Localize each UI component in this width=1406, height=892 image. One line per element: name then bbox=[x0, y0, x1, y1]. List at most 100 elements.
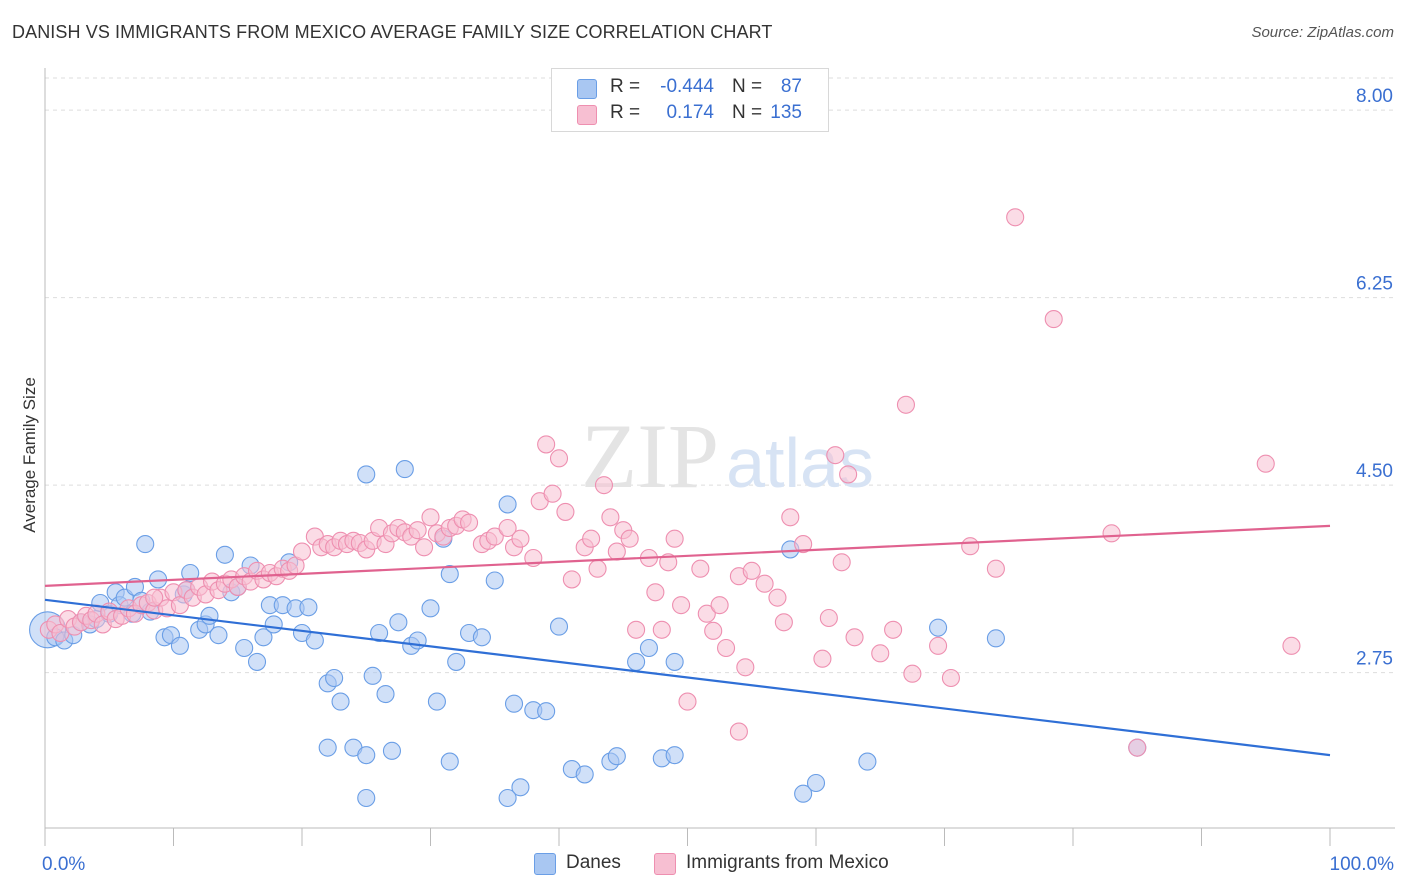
danes-swatch bbox=[577, 79, 597, 99]
mexico-point bbox=[678, 692, 697, 711]
mexico-n-value: 135 bbox=[770, 102, 802, 123]
mexico-point bbox=[716, 638, 736, 658]
danes-point bbox=[427, 692, 446, 711]
mexico-point bbox=[774, 613, 793, 632]
mexico-point bbox=[459, 513, 479, 532]
mexico-point bbox=[543, 484, 562, 503]
danes-point bbox=[627, 652, 646, 671]
mexico-point bbox=[826, 446, 845, 465]
x-tick-label-min: 0.0% bbox=[42, 854, 85, 875]
mexico-point bbox=[556, 502, 575, 521]
legend-row-mexico: R = 0.174 N = 135 bbox=[552, 101, 828, 127]
y-tick-label: 8.00 bbox=[1356, 86, 1393, 107]
mexico-point bbox=[896, 395, 916, 414]
mexico-point bbox=[408, 521, 427, 540]
legend-row-danes: R = -0.444 N = 87 bbox=[552, 75, 828, 101]
x-tick-label-max: 100.0% bbox=[1330, 854, 1395, 875]
mexico-point bbox=[755, 574, 774, 593]
mexico-point bbox=[903, 664, 922, 683]
danes-point bbox=[607, 747, 626, 766]
danes-point bbox=[537, 702, 556, 721]
danes-point bbox=[254, 628, 273, 647]
danes-point bbox=[511, 778, 530, 797]
danes-point bbox=[858, 752, 877, 771]
danes-point bbox=[181, 563, 200, 583]
mexico-point bbox=[691, 559, 710, 578]
legend-n-label: N = bbox=[732, 76, 763, 97]
mexico-point bbox=[627, 620, 646, 639]
danes-point bbox=[215, 545, 234, 564]
danes-point bbox=[136, 535, 155, 554]
danes-point bbox=[498, 495, 517, 514]
danes-point bbox=[665, 746, 684, 765]
mexico-point bbox=[742, 561, 761, 580]
mexico-point bbox=[697, 604, 716, 623]
mexico-point bbox=[562, 570, 581, 589]
mexico-point bbox=[986, 559, 1005, 578]
danes-point bbox=[200, 606, 219, 625]
mexico-point bbox=[665, 529, 684, 548]
mexico-point bbox=[871, 644, 890, 663]
mexico-point bbox=[582, 529, 601, 548]
mexico-point bbox=[145, 588, 164, 607]
mexico-point bbox=[1006, 208, 1025, 227]
danes-point bbox=[382, 741, 402, 760]
danes-point bbox=[389, 613, 408, 632]
danes-point bbox=[575, 765, 594, 784]
data-points bbox=[29, 208, 1301, 808]
danes-point bbox=[357, 465, 376, 484]
y-axis-label: Average Family Size bbox=[20, 377, 39, 533]
mexico-point bbox=[1044, 310, 1063, 329]
mexico-point bbox=[961, 537, 980, 556]
danes-point bbox=[299, 598, 318, 617]
danes-point bbox=[929, 618, 948, 637]
mexico-point bbox=[594, 476, 614, 495]
mexico-point bbox=[768, 588, 787, 607]
mexico-point bbox=[1128, 738, 1147, 757]
mexico-legend-swatch bbox=[654, 853, 676, 875]
danes-point bbox=[357, 746, 376, 765]
tick-labels: 2.75 4.50 6.25 8.00 0.0% 100.0% bbox=[42, 86, 1394, 875]
danes-point bbox=[472, 628, 491, 647]
danes-point bbox=[665, 652, 684, 671]
mexico-point bbox=[607, 542, 626, 561]
mexico-point bbox=[620, 529, 639, 548]
y-tick-label: 6.25 bbox=[1356, 274, 1393, 295]
mexico-point bbox=[485, 527, 504, 546]
mexico-point bbox=[537, 435, 556, 454]
mexico-point bbox=[813, 649, 832, 668]
danes-point bbox=[170, 636, 189, 655]
mexico-point bbox=[1282, 636, 1301, 655]
mexico-trend-line bbox=[44, 524, 1331, 587]
mexico-point bbox=[941, 668, 960, 688]
mexico-point bbox=[794, 535, 813, 554]
correlation-legend: R = -0.444 N = 87 R = 0.174 N = 135 bbox=[551, 68, 829, 132]
mexico-point bbox=[1102, 524, 1121, 543]
mexico-point bbox=[884, 620, 903, 639]
danes-point bbox=[305, 631, 324, 650]
danes-point bbox=[549, 617, 569, 636]
mexico-point bbox=[736, 658, 755, 677]
mexico-point bbox=[498, 518, 517, 538]
source-label: Source: ZipAtlas.com bbox=[1251, 24, 1394, 41]
danes-point bbox=[504, 694, 524, 713]
danes-trend-line bbox=[44, 598, 1331, 757]
legend-r-label: R = bbox=[610, 76, 641, 97]
danes-point bbox=[325, 668, 344, 688]
danes-point bbox=[485, 571, 504, 590]
danes-n-value: 87 bbox=[780, 76, 802, 97]
mexico-swatch bbox=[577, 105, 597, 125]
danes-point bbox=[264, 615, 283, 634]
danes-point bbox=[318, 738, 337, 757]
danes-point bbox=[331, 692, 350, 711]
mexico-point bbox=[845, 628, 864, 647]
mexico-point bbox=[549, 449, 569, 468]
mexico-point bbox=[781, 508, 800, 527]
danes-legend-swatch bbox=[534, 853, 556, 875]
y-tick-label: 4.50 bbox=[1356, 461, 1393, 482]
y-tick-label: 2.75 bbox=[1356, 649, 1393, 670]
mexico-point bbox=[672, 596, 691, 615]
mexico-point bbox=[292, 542, 312, 561]
danes-point bbox=[986, 629, 1005, 648]
